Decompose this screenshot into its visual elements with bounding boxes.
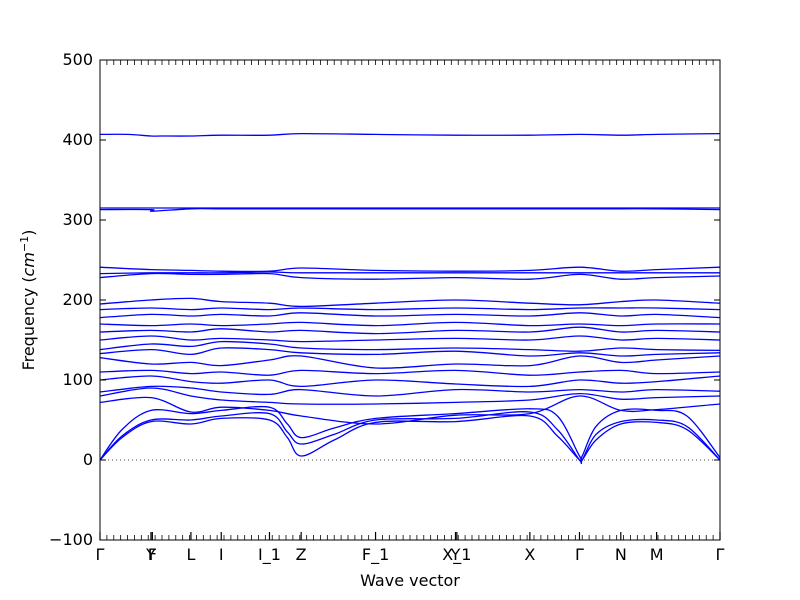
- y-axis-title-main: Frequency (: [19, 276, 38, 370]
- x-tick-label: Γ: [96, 545, 105, 564]
- x-tick-label: X_1: [442, 545, 471, 565]
- y-axis-title-exponent: −1: [18, 236, 31, 252]
- plot-frame: [99, 59, 721, 541]
- phonon-band-line: [100, 132, 720, 137]
- phonon-band-line: [100, 414, 720, 464]
- x-tick-label: M: [650, 545, 664, 564]
- phonon-band-line: [100, 375, 720, 388]
- phonon-band-line: [100, 272, 720, 280]
- phonon-band-line: [100, 297, 720, 308]
- y-tick-label: 200: [62, 290, 93, 309]
- phonon-band-line: [100, 266, 720, 273]
- series-group: [100, 132, 720, 465]
- phonon-band-line: [100, 340, 720, 352]
- x-tick-label: N: [615, 545, 627, 564]
- phonon-band-line: [100, 312, 720, 319]
- phonon-band-line: [100, 411, 720, 465]
- phonon-band-line: [100, 395, 720, 425]
- phonon-band-line: [100, 335, 720, 343]
- y-tick-label: −100: [49, 530, 93, 549]
- phonon-band-line: [100, 326, 720, 335]
- phonon-band-line: [100, 307, 720, 311]
- phonon-band-line: [100, 369, 720, 376]
- y-tick-label: 500: [62, 50, 93, 69]
- x-tick-label: L: [186, 545, 195, 564]
- phonon-band-line: [100, 355, 720, 369]
- y-tick-label: 400: [62, 130, 93, 149]
- x-tick-label: I_1: [258, 545, 281, 565]
- y-tick-label: 0: [83, 450, 93, 469]
- phonon-band-line: [100, 387, 720, 405]
- x-tick-label: I: [219, 545, 224, 564]
- x-tick-label: Γ: [575, 545, 584, 564]
- phonon-band-line: [100, 347, 720, 357]
- y-axis-title-unit: cm: [19, 252, 38, 276]
- phonon-band-line: [100, 207, 720, 212]
- x-tick-label: X: [524, 545, 535, 564]
- y-axis-title-close: ): [19, 230, 38, 236]
- y-tick-label: 100: [62, 370, 93, 389]
- x-tick-label: Y: [450, 545, 461, 564]
- x-tick-label: Γ: [716, 545, 725, 564]
- x-ticks: Γ YF L I I_1 Z F_1 YX_1 X Γ N M Γ: [96, 60, 725, 565]
- x-tick-label: Z: [296, 545, 307, 564]
- phonon-band-line: [100, 405, 720, 461]
- x-tick-label: F_1: [362, 545, 389, 565]
- phonon-band-line: [100, 385, 720, 397]
- y-ticks: −100 0 100 200 300 400 500: [49, 50, 720, 549]
- y-tick-label: 300: [62, 210, 93, 229]
- phonon-band-line: [100, 321, 720, 327]
- x-tick-label: F: [148, 545, 157, 564]
- x-axis-title: Wave vector: [360, 571, 460, 590]
- y-axis-title: Frequency (cm−1): [18, 230, 38, 371]
- phonon-band-line: [100, 271, 720, 275]
- x-tick-label: Y: [145, 545, 156, 564]
